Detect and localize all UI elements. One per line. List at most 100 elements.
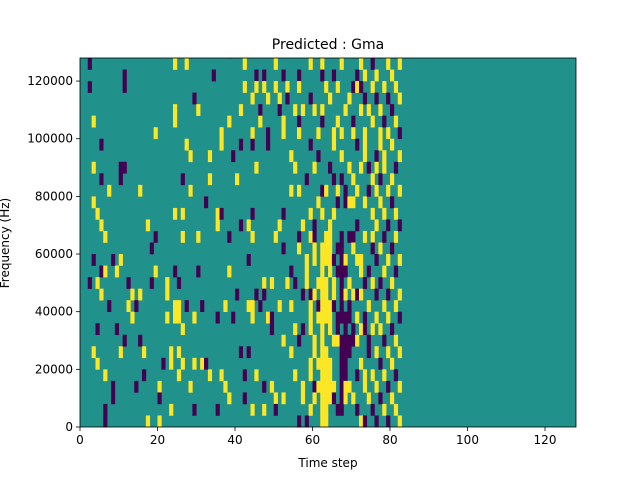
heatmap-cell xyxy=(161,358,165,370)
heatmap-cell xyxy=(285,93,289,105)
heatmap-cell xyxy=(320,289,324,301)
heatmap-cell xyxy=(390,358,394,370)
heatmap-cell xyxy=(320,254,324,266)
heatmap-cell xyxy=(309,369,313,381)
heatmap-cell xyxy=(320,243,324,255)
heatmap-cell xyxy=(324,81,328,93)
heatmap-cell xyxy=(332,277,336,289)
heatmap-cell xyxy=(316,312,320,324)
heatmap-cell xyxy=(324,392,328,404)
heatmap-cell xyxy=(92,254,96,266)
heatmap-cell xyxy=(165,289,169,301)
heatmap-cell xyxy=(92,346,96,358)
heatmap-cell xyxy=(390,70,394,82)
heatmap-cell xyxy=(127,277,131,289)
heatmap-cell xyxy=(270,312,274,324)
heatmap-cell xyxy=(324,358,328,370)
heatmap-cell xyxy=(340,300,344,312)
heatmap-cell xyxy=(316,150,320,162)
heatmap-cell xyxy=(309,139,313,151)
heatmap-cell xyxy=(375,150,379,162)
heatmap-cell xyxy=(289,266,293,278)
heatmap-cell xyxy=(398,312,402,324)
heatmap-cell xyxy=(289,346,293,358)
heatmap-cell xyxy=(115,266,119,278)
heatmap-cell xyxy=(328,369,332,381)
heatmap-cell xyxy=(177,312,181,324)
heatmap-cell xyxy=(285,81,289,93)
heatmap-cell xyxy=(386,312,390,324)
heatmap-cell xyxy=(297,415,301,427)
heatmap-cell xyxy=(115,323,119,335)
heatmap-cell xyxy=(375,185,379,197)
heatmap-cell xyxy=(309,323,313,335)
heatmap-cell xyxy=(177,369,181,381)
heatmap-cell xyxy=(181,208,185,220)
heatmap-cell xyxy=(227,116,231,128)
heatmap-cell xyxy=(313,104,317,116)
heatmap-cell xyxy=(119,254,123,266)
heatmap-cell xyxy=(316,277,320,289)
heatmap-cell xyxy=(378,323,382,335)
heatmap-cell xyxy=(239,219,243,231)
heatmap-cell xyxy=(347,231,351,243)
heatmap-cell xyxy=(243,58,247,70)
heatmap-cell xyxy=(394,300,398,312)
heatmap-cell xyxy=(363,415,367,427)
heatmap-cell xyxy=(398,381,402,393)
heatmap-cell xyxy=(355,219,359,231)
heatmap-cell xyxy=(278,219,282,231)
heatmap-cell xyxy=(324,289,328,301)
heatmap-cell xyxy=(243,81,247,93)
heatmap-cell xyxy=(336,335,340,347)
heatmap-cell xyxy=(111,392,115,404)
heatmap-cell xyxy=(208,150,212,162)
heatmap-cell xyxy=(227,231,231,243)
heatmap-cell xyxy=(320,70,324,82)
heatmap-cell xyxy=(177,277,181,289)
heatmap-cell xyxy=(351,243,355,255)
heatmap-cell xyxy=(336,243,340,255)
heatmap-cell xyxy=(344,369,348,381)
y-tick-label: 40000 xyxy=(35,305,73,319)
heatmap-cell xyxy=(309,208,313,220)
heatmap-cell xyxy=(220,369,224,381)
heatmap-cell xyxy=(328,392,332,404)
heatmap-cell xyxy=(320,300,324,312)
heatmap-cell xyxy=(123,81,127,93)
heatmap-cell xyxy=(216,219,220,231)
heatmap-cell xyxy=(394,231,398,243)
heatmap-cell xyxy=(336,266,340,278)
heatmap-cell xyxy=(344,185,348,197)
heatmap-cell xyxy=(235,173,239,185)
heatmap-cell xyxy=(340,392,344,404)
heatmap-cell xyxy=(394,116,398,128)
heatmap-cell xyxy=(371,173,375,185)
heatmap-cell xyxy=(332,173,336,185)
heatmap-cell xyxy=(181,323,185,335)
x-tick-label: 100 xyxy=(456,433,479,447)
heatmap-cell xyxy=(324,312,328,324)
heatmap-cell xyxy=(386,289,390,301)
heatmap-cell xyxy=(371,404,375,416)
heatmap-cell xyxy=(394,335,398,347)
heatmap-cell xyxy=(320,116,324,128)
heatmap-cell xyxy=(363,93,367,105)
heatmap-cell xyxy=(247,254,251,266)
heatmap-cell xyxy=(247,300,251,312)
x-tick-label: 20 xyxy=(150,433,165,447)
heatmap-cell xyxy=(347,300,351,312)
heatmap-cell xyxy=(347,312,351,324)
heatmap-cell xyxy=(340,381,344,393)
heatmap-cell xyxy=(351,81,355,93)
heatmap-cell xyxy=(251,300,255,312)
heatmap-cell xyxy=(320,266,324,278)
heatmap-cell xyxy=(328,162,332,174)
heatmap-cell xyxy=(398,127,402,139)
heatmap-cell xyxy=(382,335,386,347)
heatmap-cell xyxy=(208,173,212,185)
heatmap-cell xyxy=(324,254,328,266)
heatmap-cell xyxy=(251,93,255,105)
heatmap-cell xyxy=(332,300,336,312)
heatmap-cell xyxy=(371,277,375,289)
